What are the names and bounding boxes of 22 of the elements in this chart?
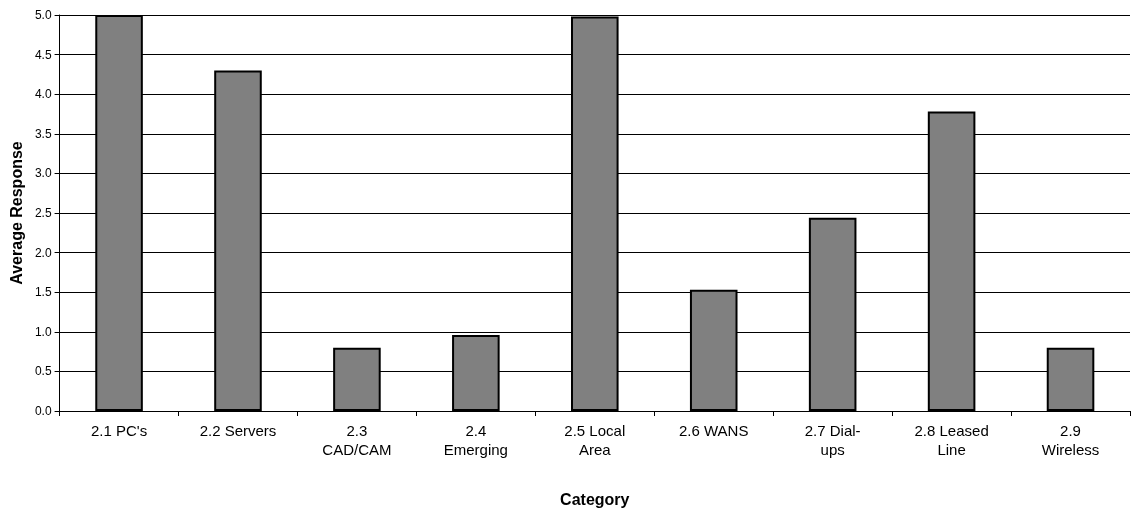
x-axis-title: Category [560, 490, 630, 508]
y-tick-label: 2.5 [34, 206, 52, 220]
x-tick-label: 2.9 Wireless [1041, 422, 1100, 458]
y-tick-label: 3.0 [34, 166, 52, 181]
y-tick-label: 0.0 [34, 404, 52, 418]
y-tick-label: 4.5 [34, 47, 52, 62]
x-tick-label: 2.8 Leased Line [914, 422, 989, 458]
y-tick-label: 1.5 [34, 285, 52, 300]
x-tick-label: 2.4 Emerging [443, 422, 508, 458]
x-tick-label: 2.1 PC's [90, 422, 148, 439]
x-tick-label: 2.2 Servers [199, 422, 277, 439]
y-tick-label: 1.0 [34, 324, 52, 339]
y-tick-label: 5.0 [34, 8, 52, 22]
y-tick-label: 0.5 [34, 364, 52, 379]
x-tick-label: 2.3 CAD/CAM [322, 422, 392, 458]
x-tick-label: 2.5 Local Area [564, 422, 626, 458]
y-tick-label: 4.0 [34, 87, 52, 102]
y-axis-title: Average Response [7, 141, 25, 285]
x-tick-label: 2.6 WANS [678, 422, 749, 439]
y-tick-label: 2.0 [34, 245, 52, 260]
x-tick-label: 2.7 Dial-ups [804, 422, 861, 458]
y-tick-label: 3.5 [34, 126, 52, 141]
